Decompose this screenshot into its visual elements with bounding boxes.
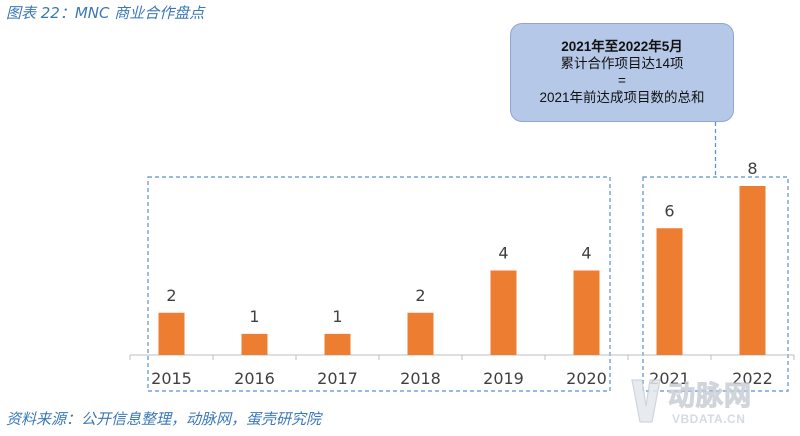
bar-2016 — [241, 333, 268, 355]
bar-2017 — [324, 333, 351, 355]
callout-line-compare: 2021年前达成项目数的总和 — [539, 90, 705, 105]
callout-line-total: 累计合作项目达14项 — [560, 56, 684, 71]
bars — [158, 186, 766, 355]
tick-label-2016: 2016 — [234, 369, 275, 388]
value-label-2020: 4 — [581, 244, 591, 263]
callout-box: 2021年至2022年5月 累计合作项目达14项 = 2021年前达成项目数的总… — [510, 23, 734, 122]
value-label-2019: 4 — [498, 244, 508, 263]
callout-heading: 2021年至2022年5月 — [561, 39, 683, 54]
bar-2019 — [490, 270, 517, 355]
value-label-2022: 8 — [747, 159, 757, 178]
bar-2021 — [656, 228, 683, 355]
bar-2022 — [739, 186, 766, 355]
group-frame-1 — [147, 176, 611, 392]
bar-2018 — [407, 312, 434, 355]
value-label-2016: 1 — [249, 307, 259, 326]
value-labels: 2 1 1 2 4 4 6 8 — [166, 159, 757, 326]
value-label-2021: 6 — [664, 201, 674, 220]
category-labels: 2015 2016 2017 2018 2019 2020 2021 2022 — [151, 369, 773, 388]
bar-2020 — [573, 270, 600, 355]
x-axis-ticks — [129, 355, 795, 360]
tick-label-2019: 2019 — [483, 369, 524, 388]
tick-label-2020: 2020 — [566, 369, 607, 388]
callout-line-equals: = — [618, 73, 626, 88]
tick-label-2021: 2021 — [649, 369, 690, 388]
value-label-2017: 1 — [332, 307, 342, 326]
tick-label-2015: 2015 — [151, 369, 192, 388]
tick-label-2022: 2022 — [732, 369, 773, 388]
figure-title: 图表 22：MNC 商业合作盘点 — [6, 4, 205, 22]
tick-label-2018: 2018 — [400, 369, 441, 388]
figure-source: 资料来源：公开信息整理，动脉网，蛋壳研究院 — [6, 410, 322, 428]
bar-2015 — [158, 312, 185, 355]
group-frame-2 — [642, 176, 789, 392]
value-label-2015: 2 — [166, 286, 176, 305]
tick-label-2017: 2017 — [317, 369, 358, 388]
value-label-2018: 2 — [415, 286, 425, 305]
group-frames — [147, 176, 789, 392]
